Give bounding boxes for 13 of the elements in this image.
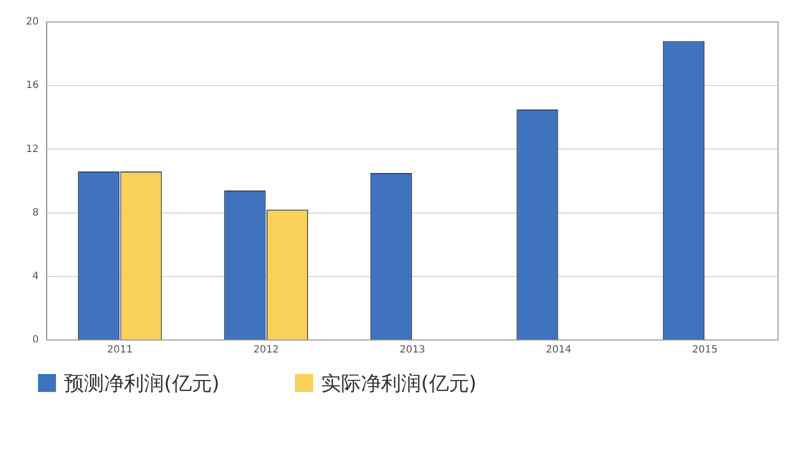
y-tick-label: 8 bbox=[32, 207, 39, 218]
y-tick-label: 16 bbox=[26, 80, 39, 92]
legend-label: 预测净利润(亿元) bbox=[64, 370, 220, 397]
y-tick-label: 0 bbox=[32, 334, 39, 346]
y-tick-label: 4 bbox=[32, 270, 39, 282]
y-tick-label: 12 bbox=[26, 144, 39, 155]
x-tick-label: 2012 bbox=[253, 344, 279, 356]
x-tick-label: 2013 bbox=[400, 344, 426, 356]
legend-label: 实际净利润(亿元) bbox=[321, 370, 477, 397]
x-tick-label: 2014 bbox=[546, 344, 572, 356]
x-tick-label: 2015 bbox=[692, 344, 718, 356]
y-tick-label: 20 bbox=[26, 16, 39, 28]
x-tick-label: 2011 bbox=[107, 344, 133, 356]
